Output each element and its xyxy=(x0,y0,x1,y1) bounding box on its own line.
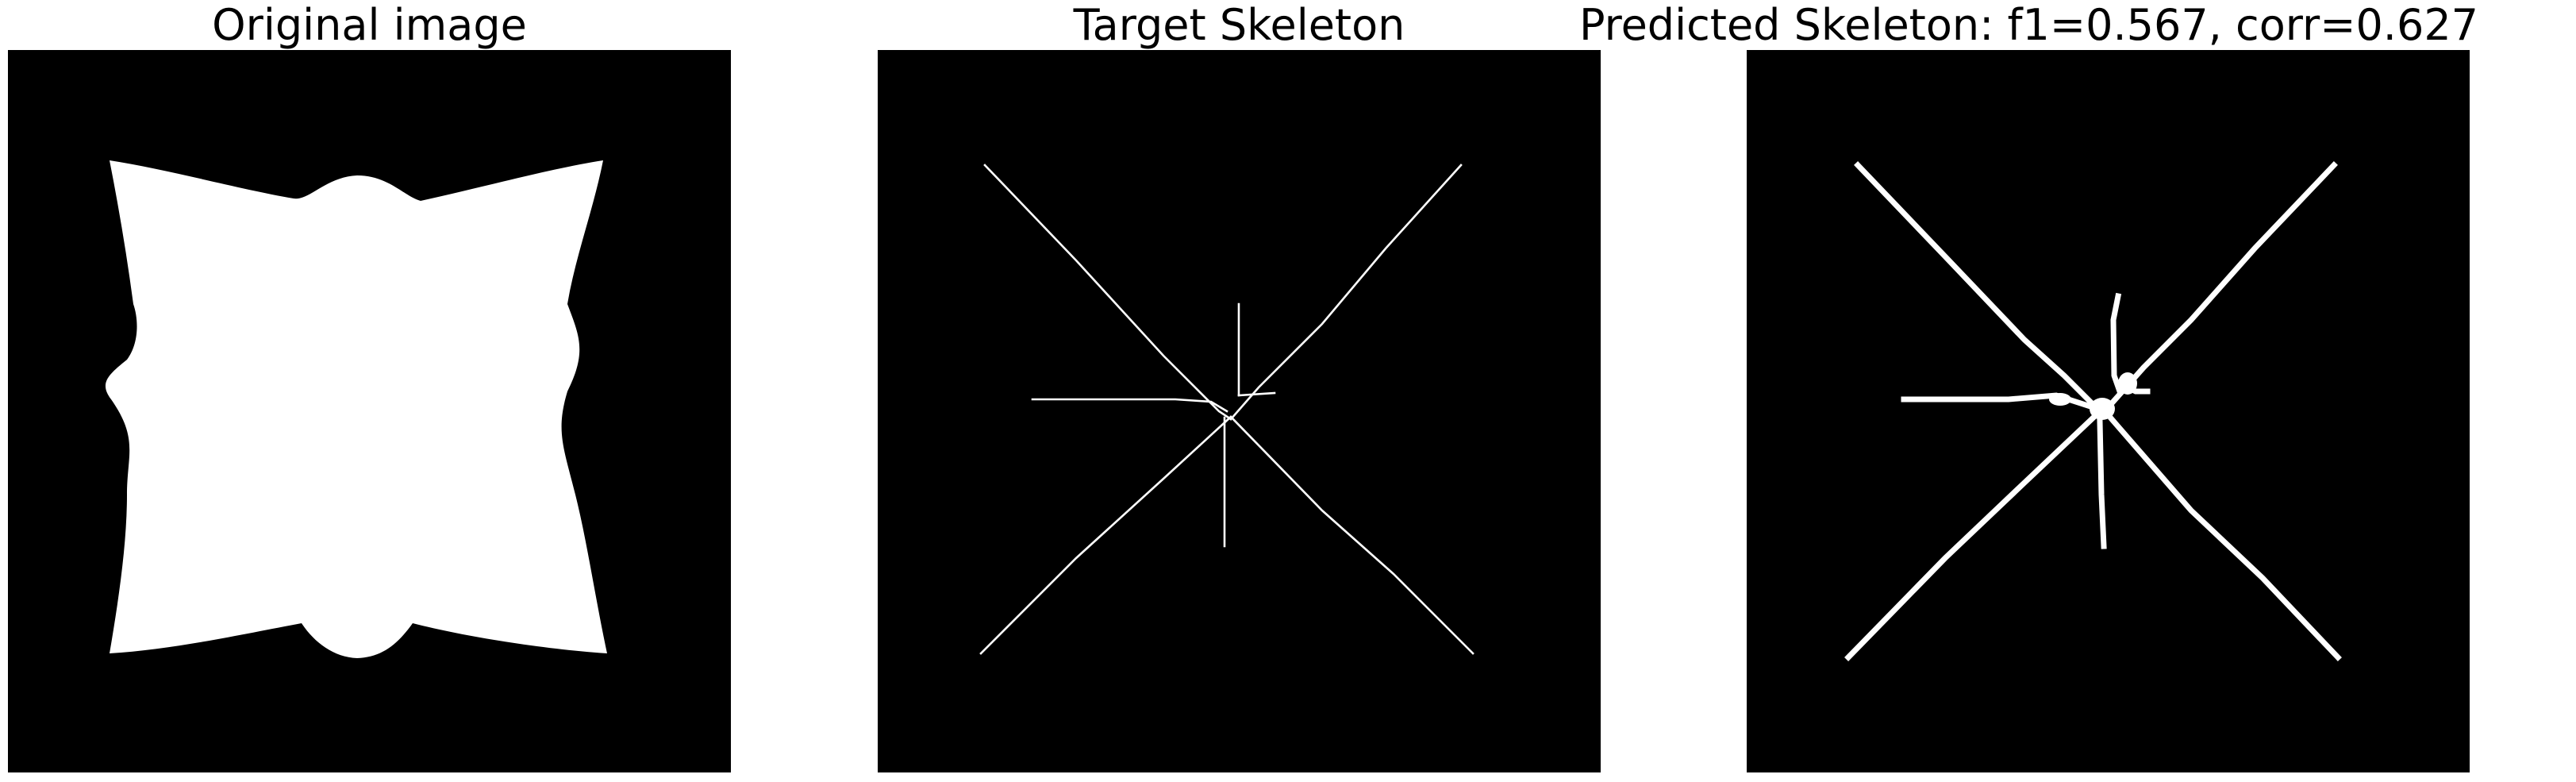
white-silhouette xyxy=(105,160,608,658)
predicted-branch-upper-left xyxy=(1854,161,2100,411)
predicted-branch-lower-right xyxy=(2108,415,2342,661)
skeleton-branch-lower-right xyxy=(1229,415,1474,655)
predicted-junction-blob xyxy=(2090,398,2115,420)
panel-title-predicted: Predicted Skeleton: f1=0.567, corr=0.627 xyxy=(1578,0,2479,50)
predicted-blob-left xyxy=(2049,393,2071,406)
skeleton-branch-upper-right xyxy=(1229,164,1463,421)
predicted-spur-left xyxy=(1901,392,2092,410)
skeleton-spur-right xyxy=(1237,391,1276,397)
predicted-skeleton-image xyxy=(1747,50,2470,772)
panel-title-target: Target Skeleton xyxy=(1073,0,1405,50)
skeleton-spur-left xyxy=(1031,398,1228,413)
original-shape-image xyxy=(8,50,731,772)
skeleton-branch-upper-left xyxy=(983,164,1232,421)
predicted-branch-lower-left xyxy=(1844,411,2100,661)
image-background xyxy=(878,50,1601,772)
skeleton-branch-lower-left xyxy=(979,415,1232,655)
panel-title-original: Original image xyxy=(212,0,527,50)
predicted-spur-down xyxy=(2097,418,2107,549)
predicted-blob-upper xyxy=(2118,372,2137,395)
target-skeleton-image xyxy=(878,50,1601,772)
